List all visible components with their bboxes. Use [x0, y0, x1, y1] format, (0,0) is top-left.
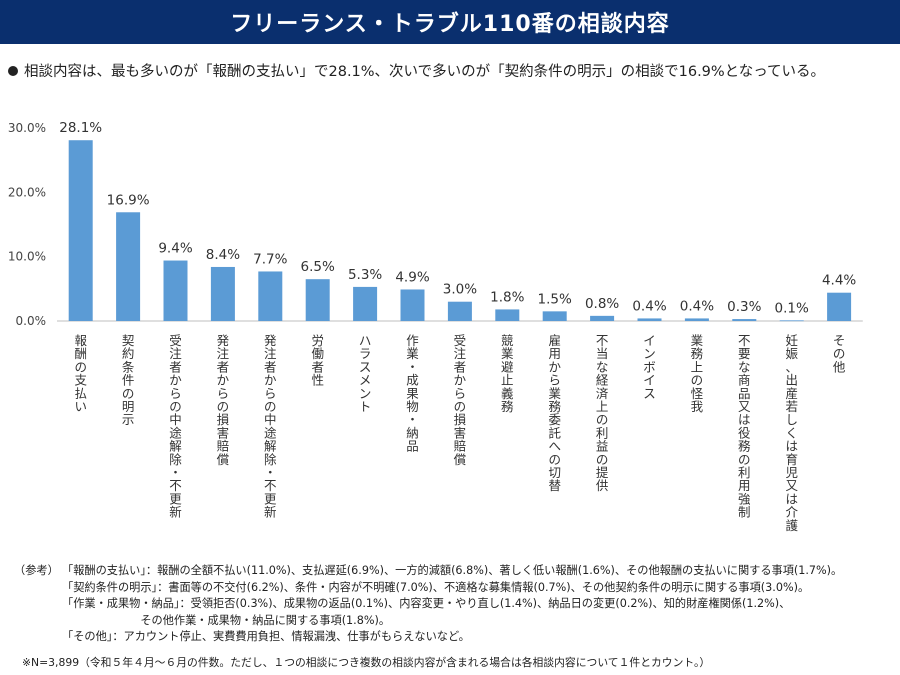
- category-label: 受注者からの損害賠償: [454, 333, 467, 467]
- bar: [732, 319, 757, 321]
- bar: [495, 309, 520, 321]
- footnote: ※N=3,899（令和５年４月～６月の件数。ただし、１つの相談につき複数の相談内…: [22, 656, 711, 669]
- data-label: 4.4%: [822, 273, 856, 289]
- data-label: 0.3%: [727, 299, 761, 315]
- note-line: 「その他」：アカウント停止、実費費用負担、情報漏洩、仕事がもらえないなど。: [62, 630, 470, 643]
- data-label: 5.3%: [348, 267, 382, 283]
- data-label: 3.0%: [443, 282, 477, 298]
- category-label: 競業避止義務: [501, 333, 514, 414]
- data-label: 0.4%: [632, 298, 666, 314]
- notes-prefix: （参考）: [14, 564, 59, 577]
- bar: [779, 320, 804, 322]
- note-line: 「契約条件の明示」：書面等の不交付(6.2%)、条件・内容が不明確(7.0%)、…: [62, 580, 810, 594]
- y-tick-label: 10.0%: [8, 250, 46, 264]
- data-label: 16.9%: [107, 192, 150, 208]
- category-label: 雇用から業務委託への切替: [548, 333, 561, 493]
- category-label: その他: [833, 333, 846, 374]
- bar: [400, 289, 425, 321]
- category-label: 妊娠、出産若しくは育児又は介護: [785, 333, 798, 533]
- page-title: フリーランス・トラブル110番の相談内容: [230, 12, 670, 37]
- data-label: 1.5%: [538, 291, 572, 307]
- title-bar: フリーランス・トラブル110番の相談内容: [0, 0, 900, 44]
- data-label: 7.7%: [253, 251, 287, 267]
- lead-sentence: 相談内容は、最も多いのが「報酬の支払い」で28.1%、次いで多いのが「契約条件の…: [24, 64, 826, 80]
- bar: [542, 311, 567, 321]
- bar: [684, 318, 709, 321]
- data-label: 9.4%: [158, 241, 192, 257]
- category-label: 不当な経済上の利益の提供: [596, 333, 609, 493]
- category-label: 報酬の支払い: [74, 333, 87, 414]
- data-label: 6.5%: [301, 259, 335, 275]
- bullet-icon: [8, 65, 18, 76]
- data-label: 0.1%: [775, 300, 809, 316]
- bar-chart: 0.0% 10.0% 20.0% 30.0% 28.1% 報酬の支払い 16.9% 契約条件の…: [8, 120, 863, 533]
- category-label: 不要な商品又は役務の利用強制: [738, 333, 751, 520]
- category-label: インボイス: [643, 333, 656, 401]
- lead-text: 相談内容は、最も多いのが「報酬の支払い」で28.1%、次いで多いのが「契約条件の…: [8, 60, 825, 81]
- note-line: 「作業・成果物・納品」：受領拒否(0.3%)、成果物の返品(0.1%)、内容変更…: [62, 597, 791, 610]
- y-tick-label: 30.0%: [8, 121, 46, 135]
- category-label: 受注者からの中途解除・不更新: [169, 333, 182, 520]
- note-line: その他作業・成果物・納品に関する事項(1.8%)。: [62, 613, 391, 627]
- bar: [258, 271, 283, 321]
- bar: [68, 140, 93, 321]
- y-tick-label: 0.0%: [16, 314, 47, 328]
- bar: [353, 286, 378, 321]
- category-label: 発注者からの損害賠償: [217, 333, 230, 467]
- bar: [590, 315, 615, 321]
- data-label: 28.1%: [59, 120, 102, 136]
- y-tick-label: 20.0%: [8, 185, 46, 199]
- category-label: ハラスメント: [359, 333, 372, 414]
- data-label: 4.9%: [395, 269, 429, 285]
- bar: [637, 318, 662, 321]
- category-label: 作業・成果物・納品: [406, 333, 419, 454]
- category-label: 発注者からの中途解除・不更新: [264, 333, 277, 520]
- data-label: 8.4%: [206, 247, 240, 263]
- bar: [305, 279, 330, 321]
- note-line: 「報酬の支払い」：報酬の全額不払い(11.0%)、支払遅延(6.9%)、一方的減…: [62, 564, 843, 577]
- bar: [116, 212, 141, 321]
- data-label: 0.4%: [680, 298, 714, 314]
- bar: [447, 301, 472, 321]
- category-label: 契約条件の明示: [122, 333, 135, 427]
- data-label: 0.8%: [585, 296, 619, 312]
- reference-notes: （参考） 「報酬の支払い」：報酬の全額不払い(11.0%)、支払遅延(6.9%)…: [14, 563, 842, 646]
- bar: [163, 260, 188, 321]
- category-label: 労働者性: [311, 333, 324, 388]
- category-label: 業務上の怪我: [691, 333, 704, 414]
- bar: [210, 266, 235, 321]
- bar: [827, 292, 852, 321]
- data-label: 1.8%: [490, 289, 524, 305]
